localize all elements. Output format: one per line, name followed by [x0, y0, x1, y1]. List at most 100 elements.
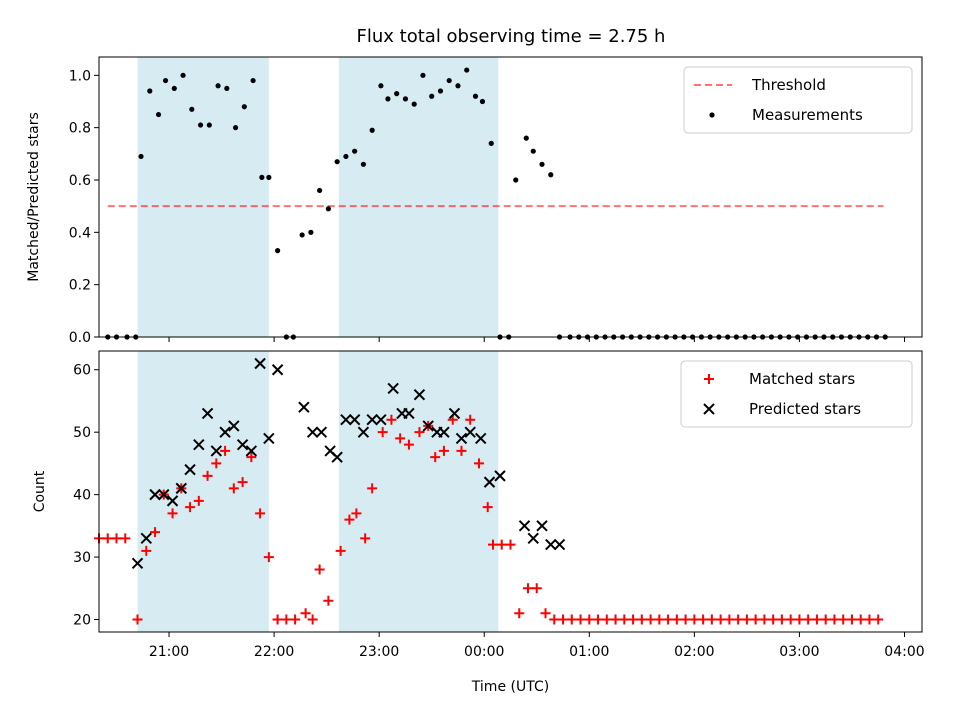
measurement-point: [455, 83, 461, 89]
matched-star-point: [456, 445, 467, 456]
matched-star-point: [344, 514, 355, 525]
measurement-point: [437, 88, 444, 94]
matched-star-point: [120, 533, 131, 544]
top-legend: Threshold Measurements: [683, 66, 913, 134]
matched-star-point: [414, 427, 425, 438]
measurement-point: [488, 140, 494, 146]
matched-star-point: [290, 614, 301, 625]
matched-star-point: [873, 614, 884, 625]
matched-star-point: [654, 614, 665, 625]
predicted-star-point: [475, 432, 487, 445]
measurement-point: [420, 72, 426, 78]
matched-star-point: [645, 614, 656, 625]
measurement-point: [206, 122, 212, 128]
matched-star-point: [663, 614, 674, 625]
matched-star-point: [246, 452, 257, 463]
measurement-point: [162, 77, 169, 84]
matched-star-point: [671, 614, 682, 625]
matched-star-point: [202, 470, 213, 481]
matched-star-point: [531, 583, 542, 594]
matched-star-point: [300, 608, 311, 619]
predicted-star-point: [553, 538, 566, 551]
matched-star-point: [715, 614, 726, 625]
top-panel: 0.0 0.2 0.4 0.6 0.8 1.0 Matched/Predicted sta…: [26, 56, 923, 346]
matched-star-point: [403, 439, 414, 450]
matched-star-point: [523, 583, 534, 594]
x-tick-label: 23:00: [359, 644, 399, 660]
measurement-point: [378, 83, 384, 89]
measurement-point: [472, 93, 479, 99]
predicted-star-point: [210, 445, 223, 457]
measurement-point: [411, 101, 417, 107]
measurement-point: [317, 187, 323, 194]
y-tick-label: 30: [73, 550, 91, 566]
matched-star-point: [263, 552, 274, 563]
predicted-star-point: [306, 426, 319, 438]
matched-star-point: [505, 539, 516, 550]
legend-label: Threshold: [751, 76, 826, 94]
y-tick-label: 1.0: [69, 68, 91, 84]
legend-measurement-swatch: [709, 112, 715, 118]
matched-star-point: [272, 614, 283, 625]
legend-matched-swatch: [704, 374, 714, 384]
bottom-ylabel: Count: [32, 470, 48, 512]
matched-star-point: [680, 614, 691, 625]
matched-star-point: [601, 614, 612, 625]
matched-star-point: [377, 427, 388, 438]
matched-star-point: [323, 595, 334, 606]
y-tick-label: 20: [73, 613, 91, 629]
top-axes-frame: [98, 56, 923, 338]
predicted-star-point: [366, 413, 378, 426]
x-tick-label: 22:00: [254, 644, 294, 660]
measurement-point: [275, 248, 281, 254]
predicted-star-point: [413, 389, 426, 401]
x-tick-label: 00:00: [464, 644, 504, 660]
measurement-point: [548, 172, 554, 178]
y-tick-label: 0.2: [69, 278, 91, 294]
legend-predicted-swatch: [703, 403, 715, 415]
matched-star-point: [465, 414, 476, 425]
predicted-star-point: [483, 476, 496, 488]
predicted-star-point: [448, 407, 461, 420]
predicted-star-point: [166, 495, 179, 507]
matched-star-point: [367, 483, 378, 494]
y-tick-label: 0.6: [69, 173, 91, 189]
predicted-star-point: [271, 364, 284, 376]
matched-star-point: [540, 608, 551, 619]
measurement-point: [147, 88, 153, 94]
measurement-point: [266, 174, 272, 180]
predicted-star-point: [193, 438, 205, 451]
predicted-star-point: [375, 413, 387, 426]
predicted-star-point: [422, 420, 434, 432]
matched-star-point: [514, 608, 525, 619]
predicted-star-point: [494, 470, 506, 482]
legend-label: Measurements: [752, 106, 863, 124]
matched-star-point: [228, 483, 239, 494]
measurement-point: [385, 96, 391, 102]
matched-star-point: [846, 614, 857, 625]
measurement-point: [360, 161, 367, 167]
measurement-point: [308, 229, 314, 235]
predicted-star-point: [357, 426, 370, 438]
predicted-star-point: [545, 538, 557, 551]
matched-star-point: [619, 614, 630, 625]
matched-star-point: [636, 614, 647, 625]
matched-star-point: [220, 445, 231, 456]
matched-star-point: [803, 614, 814, 625]
matched-star-point: [132, 614, 143, 625]
matched-star-point: [575, 614, 586, 625]
legend-box: [683, 66, 913, 134]
matched-star-point: [141, 545, 152, 556]
observing-window-band: [338, 57, 499, 337]
measurement-point: [215, 83, 221, 89]
bottom-xlabel: Time (UTC): [471, 679, 549, 695]
observing-window-band: [338, 351, 499, 632]
x-tick-label: 04:00: [884, 644, 924, 660]
matched-star-point: [794, 614, 805, 625]
x-tick-label: 01:00: [569, 644, 609, 660]
matched-star-point: [820, 614, 831, 625]
matched-star-point: [307, 614, 318, 625]
predicted-star-point: [236, 438, 249, 451]
predicted-star-point: [228, 420, 240, 432]
top-ylabel: Matched/Predicted stars: [26, 112, 42, 282]
